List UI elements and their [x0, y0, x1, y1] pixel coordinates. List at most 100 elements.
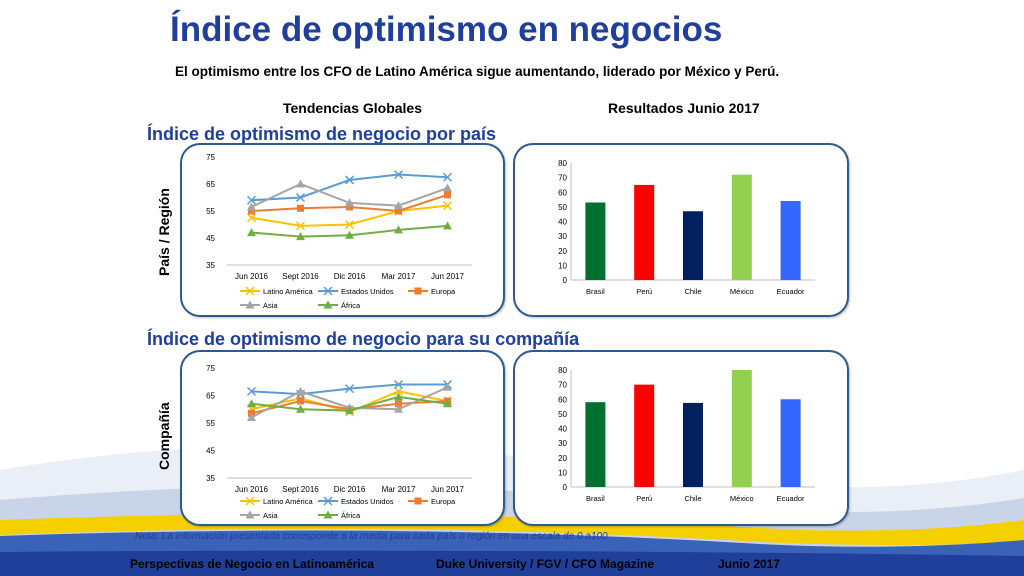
page-title: Índice de optimismo en negocios — [170, 10, 723, 49]
data-point-asia — [394, 404, 403, 413]
data-point-europa — [395, 207, 402, 215]
footer-left-text: Perspectivas de Negocio en Latinoamérica — [130, 557, 375, 571]
data-point-latino-america — [442, 201, 453, 211]
x-tick-label: Jun 2017 — [431, 272, 464, 281]
data-point-latino-america — [393, 386, 404, 396]
data-point-asia — [345, 198, 354, 207]
legend-label-africa: África — [341, 301, 361, 310]
y-tick-label: 55 — [206, 419, 215, 428]
y-tick-label: 70 — [558, 381, 567, 390]
y-tick-label: 80 — [558, 159, 567, 168]
legend-marker-asia — [245, 510, 255, 519]
data-point-estados-unidos — [246, 195, 257, 205]
legend-item-africa: África — [318, 510, 361, 520]
x-tick-label: Brasil — [586, 494, 605, 503]
legend-item-asia: Asia — [240, 300, 278, 310]
data-point-latino-america — [295, 221, 306, 231]
y-tick-label: 45 — [206, 234, 215, 243]
line-chart-country: 35 45 55 65 75 Jun 2016 Sept 2016 Dic 2016 Mar 2… — [206, 153, 472, 310]
y-tick-label: 0 — [563, 483, 568, 492]
legend-label-estados-unidos: Estados Unidos — [341, 287, 394, 296]
y-tick-label: 60 — [558, 188, 567, 197]
data-point-europa — [297, 204, 304, 212]
data-point-africa — [296, 232, 305, 241]
page-subtitle: El optimismo entre los CFO de Latino Amé… — [175, 64, 780, 79]
x-tick-label: México — [730, 494, 754, 503]
y-tick-label: 30 — [558, 439, 567, 448]
y-tick-label: 35 — [206, 261, 215, 270]
bar-mexico — [731, 174, 752, 280]
data-point-africa — [345, 406, 354, 415]
y-tick-label: 55 — [206, 207, 215, 216]
x-tick-label: Jun 2016 — [235, 485, 268, 494]
panel-line-chart-company: 35 45 55 65 75 Jun 2016 Sept 2016 Dic 2016 Mar 2… — [180, 350, 505, 526]
y-tick-label: 35 — [206, 474, 215, 483]
data-point-asia — [296, 179, 305, 188]
panel-bar-chart-company: 0 10 20 30 40 50 60 70 80 Brasil Perú Chile México Ec… — [513, 350, 849, 526]
y-tick-label: 50 — [558, 410, 567, 419]
data-point-africa — [296, 404, 305, 413]
y-tick-label: 10 — [558, 468, 567, 477]
y-tick-label: 50 — [558, 203, 567, 212]
data-point-europa — [395, 400, 402, 408]
x-tick-label: Sept 2016 — [282, 272, 319, 281]
side-label-company: Compañía — [156, 402, 172, 470]
section-heading-country: Índice de optimismo de negocio por país — [147, 124, 497, 144]
legend-item-estados-unidos: Estados Unidos — [318, 286, 394, 296]
data-point-europa — [297, 397, 304, 405]
x-tick-label: Dic 2016 — [334, 485, 366, 494]
panel-line-chart-country: 35 45 55 65 75 Jun 2016 Sept 2016 Dic 2016 Mar 2… — [180, 143, 505, 317]
legend-label-asia: Asia — [263, 511, 278, 520]
data-point-africa — [443, 399, 452, 408]
legend-item-africa: África — [318, 300, 361, 310]
data-point-asia — [443, 382, 452, 391]
series-africa — [247, 221, 452, 241]
y-tick-label: 75 — [206, 153, 215, 162]
column-header-june-results: Resultados Junio 2017 — [608, 100, 760, 116]
y-tick-label: 40 — [558, 425, 567, 434]
data-point-estados-unidos — [344, 384, 355, 394]
y-tick-label: 60 — [558, 395, 567, 404]
series-africa — [247, 392, 452, 415]
x-tick-label: Sept 2016 — [282, 485, 319, 494]
bar-chile — [683, 402, 703, 487]
x-tick-label: Jun 2016 — [235, 272, 268, 281]
x-tick-label: Ecuador — [777, 287, 805, 296]
legend-marker-asia — [245, 300, 255, 309]
legend-label-latino-america: Latino América — [263, 497, 313, 506]
footer-center-text: Duke University / FGV / CFO Magazine — [436, 557, 655, 571]
legend-item-europa: Europa — [408, 497, 456, 506]
x-tick-label: Perú — [636, 287, 652, 296]
series-asia — [247, 179, 452, 211]
legend-marker-africa — [323, 300, 333, 309]
x-tick-label: Ecuador — [777, 494, 805, 503]
data-point-asia — [247, 202, 256, 211]
legend-item-latino-america: Latino América — [240, 286, 313, 296]
bar-mexico — [731, 370, 752, 487]
footer-right-text: Junio 2017 — [718, 557, 781, 571]
legend-item-estados-unidos: Estados Unidos — [318, 496, 394, 506]
data-point-estados-unidos — [442, 172, 453, 182]
x-tick-label: Mar 2017 — [382, 272, 416, 281]
data-point-asia — [443, 183, 452, 192]
series-europa — [248, 191, 451, 215]
data-point-africa — [394, 392, 403, 401]
legend-marker-europa — [414, 287, 422, 295]
data-point-estados-unidos — [393, 170, 404, 180]
side-label-country: País / Región — [156, 188, 172, 276]
data-point-asia — [394, 201, 403, 210]
x-tick-label: Chile — [684, 494, 701, 503]
legend-marker-estados-unidos — [323, 496, 333, 506]
bar-brasil — [585, 402, 606, 487]
panel-bar-chart-country: 0 10 20 30 40 50 60 70 80 Brasil Perú Chile México Ec… — [513, 143, 849, 317]
legend-marker-africa — [323, 510, 333, 519]
bar-ecuador — [780, 399, 801, 487]
legend-marker-latino-america — [245, 286, 255, 296]
data-point-africa — [247, 228, 256, 237]
x-tick-label: Brasil — [586, 287, 605, 296]
bar-brasil — [585, 202, 606, 280]
legend-marker-latino-america — [245, 496, 255, 506]
bar-peru — [634, 384, 655, 487]
y-tick-label: 70 — [558, 174, 567, 183]
